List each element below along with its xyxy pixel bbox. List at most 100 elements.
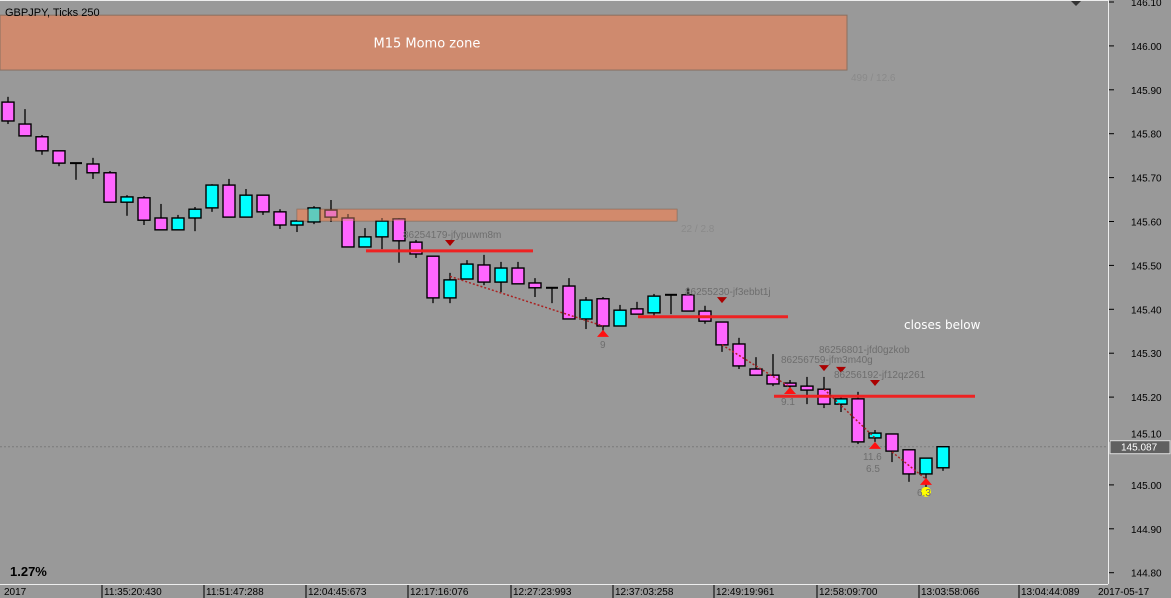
x-tick-label: 11:51:47:288 (206, 587, 264, 598)
buy-value-label: 9 (600, 340, 606, 351)
order-label: 86256192-jf12qz261 (834, 370, 926, 381)
candle (392, 217, 406, 263)
y-tick-label: 145.80 (1131, 130, 1162, 141)
buy-arrow-icon (597, 329, 609, 337)
candle-body (749, 368, 763, 376)
candle (494, 261, 508, 293)
candle (307, 206, 321, 225)
candle-body (103, 172, 117, 203)
y-tick-label: 145.00 (1131, 481, 1162, 492)
current-price-label: 145.087 (1121, 443, 1158, 454)
candle (18, 109, 32, 137)
buy-arrow-icon (920, 477, 932, 485)
candle-body (460, 263, 474, 280)
candle-body (273, 211, 287, 226)
candle-body (783, 382, 797, 387)
candle-body (443, 279, 457, 299)
candle-body (800, 385, 814, 391)
zone-stats-label: 499 / 12.6 (851, 73, 896, 84)
candle (290, 220, 304, 233)
zone-stats-label: 22 / 2.8 (681, 224, 715, 235)
candle-body (239, 194, 253, 218)
candle (630, 301, 644, 315)
sell-arrow-icon (819, 365, 829, 372)
x-tick-label: 2017 (4, 587, 27, 598)
buy-value-label: 9.1 (781, 397, 795, 408)
candle (341, 214, 355, 248)
candle-body (630, 308, 644, 315)
candle-body (919, 457, 933, 475)
candle (70, 162, 82, 180)
y-tick-label: 145.50 (1131, 261, 1162, 272)
candle (851, 391, 865, 445)
buy-value-label: 6.5 (866, 464, 880, 475)
candle-body (307, 207, 321, 223)
candle (596, 297, 610, 334)
candle-body (18, 123, 32, 137)
highlight-dot-icon (921, 486, 931, 497)
y-tick-label: 145.60 (1131, 218, 1162, 229)
candle (443, 272, 457, 304)
sell-arrow-icon (870, 380, 880, 387)
y-tick-label: 145.20 (1131, 393, 1162, 404)
candle-body (35, 136, 49, 152)
candle (409, 239, 423, 258)
candle (800, 376, 814, 405)
candle (562, 278, 576, 320)
candle (375, 217, 389, 250)
sell-arrow-icon (445, 240, 455, 247)
candle (477, 254, 491, 286)
candle-body (392, 218, 406, 242)
candle (222, 178, 236, 218)
candle-body (715, 321, 729, 346)
zone-overlay (297, 209, 677, 222)
candle-body (137, 197, 151, 221)
candle-body (256, 194, 270, 213)
candle (783, 379, 797, 388)
candle (936, 446, 950, 471)
candle (52, 150, 66, 167)
chart-title: GBPJPY, Ticks 250 (5, 7, 100, 19)
candle-body (511, 267, 525, 285)
candle (511, 261, 525, 285)
candle-body (375, 220, 389, 238)
candle-body (154, 217, 168, 231)
x-tick-label: 12:27:23:993 (513, 587, 572, 598)
candle-body (647, 295, 661, 314)
candle-body (358, 236, 372, 248)
x-tick-label: 12:17:16:076 (410, 587, 469, 598)
candle-body (766, 374, 780, 385)
candle-body (596, 298, 610, 327)
y-tick-label: 144.80 (1131, 569, 1162, 580)
candle-body (936, 446, 950, 469)
candle-body (409, 241, 423, 255)
candle (1, 96, 15, 125)
zone-rect (296, 208, 678, 222)
x-tick-label: 13:03:58:066 (921, 587, 980, 598)
candle-body (579, 299, 593, 320)
y-tick-label: 144.90 (1131, 525, 1162, 536)
buy-value-label: 11.6 (863, 452, 882, 463)
candle (613, 304, 627, 327)
candle (35, 135, 49, 155)
candle (426, 255, 440, 304)
candle (171, 214, 185, 231)
candle-body (205, 184, 219, 209)
candle-body (732, 343, 746, 367)
y-tick-label: 145.90 (1131, 86, 1162, 97)
candle (698, 305, 712, 324)
candle-body (834, 398, 848, 405)
candle-body (477, 264, 491, 283)
candle (766, 354, 780, 387)
trade-line (891, 451, 927, 480)
x-tick-label: 12:49:19:961 (716, 587, 775, 598)
sell-arrow-icon (717, 297, 727, 304)
candle (256, 194, 270, 215)
percent-readout: 1.27% (10, 564, 47, 579)
candle (715, 321, 729, 352)
candle (324, 199, 338, 222)
candle (120, 195, 134, 216)
candle-body (324, 209, 338, 218)
order-label: 86256801-jfd0gzkob (819, 345, 910, 356)
